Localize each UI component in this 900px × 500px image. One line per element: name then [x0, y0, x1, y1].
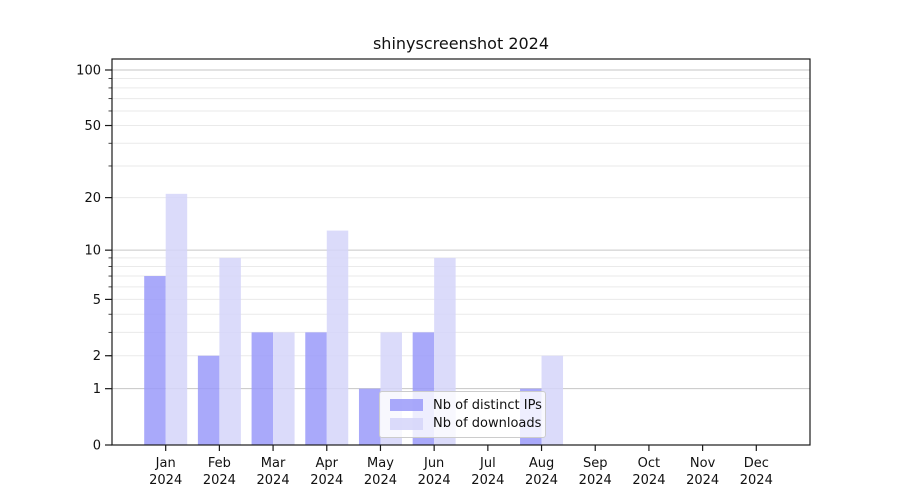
y-tick-label: 5 — [93, 293, 101, 308]
legend-row-downloads: Nb of downloads — [390, 416, 542, 432]
bar-downloads-apr — [326, 230, 349, 445]
bar-downloads-mar — [273, 332, 295, 445]
bar-downloads-feb — [219, 257, 241, 445]
bar-downloads-jan — [165, 193, 188, 445]
x-tick-label-month: Jan — [155, 456, 176, 471]
x-tick-label-year: 2024 — [525, 473, 558, 488]
bar-distinct-ips-mar — [251, 332, 274, 445]
x-tick-label-month: Oct — [638, 456, 660, 471]
x-tick-label-month: Jul — [479, 456, 496, 471]
x-tick-label-year: 2024 — [471, 473, 504, 488]
y-tick-label: 2 — [93, 349, 101, 364]
x-tick-label-year: 2024 — [579, 473, 612, 488]
y-tick-label: 50 — [84, 119, 101, 134]
legend-label-downloads: Nb of downloads — [433, 416, 542, 432]
legend: Nb of distinct IPs Nb of downloads — [379, 391, 546, 438]
legend-swatch-downloads — [390, 417, 423, 430]
x-tick-label-year: 2024 — [418, 473, 451, 488]
y-tick-label: 100 — [76, 64, 101, 79]
bar-downloads-aug — [541, 355, 564, 445]
x-tick-label-month: Feb — [208, 456, 231, 471]
bar-distinct-ips-feb — [197, 355, 220, 445]
x-tick-label-year: 2024 — [257, 473, 290, 488]
x-tick-label-month: Dec — [744, 456, 769, 471]
y-tick-label: 10 — [84, 244, 101, 259]
x-tick-label-year: 2024 — [203, 473, 236, 488]
plot-spines — [111, 58, 811, 446]
x-tick-label-month: Sep — [583, 456, 608, 471]
y-tick-label: 20 — [84, 191, 101, 206]
x-tick-label-year: 2024 — [364, 473, 397, 488]
y-tick-label: 1 — [93, 382, 101, 397]
x-tick-label-month: May — [367, 456, 394, 471]
bar-distinct-ips-jan — [144, 276, 166, 445]
y-tick-label: 0 — [93, 439, 101, 454]
chart-title: shinyscreenshot 2024 — [372, 34, 550, 53]
x-tick-label-year: 2024 — [740, 473, 773, 488]
legend-row-distinct-ips: Nb of distinct IPs — [390, 398, 542, 413]
x-tick-label-month: Apr — [316, 456, 339, 471]
legend-swatch-distinct-ips — [390, 399, 423, 412]
bar-distinct-ips-may — [358, 388, 381, 445]
x-tick-label-month: Nov — [690, 456, 716, 471]
x-tick-label-year: 2024 — [632, 473, 665, 488]
x-tick-label-month: Jun — [423, 456, 444, 471]
x-tick-label-month: Mar — [261, 456, 286, 471]
x-tick-label-month: Aug — [529, 456, 554, 471]
bar-distinct-ips-apr — [305, 332, 327, 445]
legend-label-distinct-ips: Nb of distinct IPs — [433, 397, 542, 413]
x-tick-label-year: 2024 — [310, 473, 343, 488]
x-tick-label-year: 2024 — [686, 473, 719, 488]
x-tick-label-year: 2024 — [149, 473, 182, 488]
